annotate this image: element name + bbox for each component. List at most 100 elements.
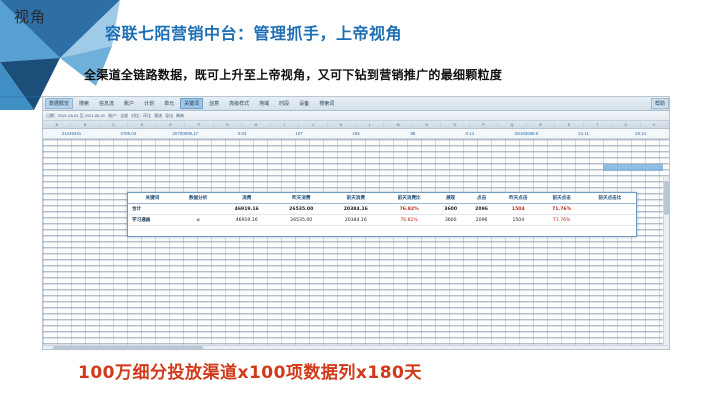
summary-number: 0.04 [237,131,247,136]
column-letter-row: A B C D E F G H I J K L M N O P Q R S T … [43,121,669,129]
menu-item-8[interactable]: 高级样式 [229,101,250,107]
app-toolstrip[interactable]: 日期：2021-05-01 至 2021-05-31 账户：全部 对比：环比 筛… [43,111,669,121]
horizontal-scrollbar[interactable] [43,345,669,349]
column-letter[interactable]: J [299,122,328,127]
grid-selection-band [603,164,663,171]
summary-number: 20700509.17 [172,131,199,136]
col-cost-ratio[interactable]: 前天消费比 [383,193,436,204]
col-impressions[interactable]: 展现 [435,193,467,204]
vertical-scrollbar-thumb[interactable] [664,181,669,215]
column-letter[interactable]: C [100,122,129,127]
cell-pad [583,214,636,226]
summary-number: 0.14 [465,131,475,136]
menu-item-help[interactable]: 帮助 [650,98,669,109]
vertical-scrollbar[interactable] [663,177,669,349]
cell-impressions: 3600 [435,214,467,226]
column-letter[interactable]: H [242,122,271,127]
page-subtitle: 全渠道全链路数据，既可上升至上帝视角，又可下钻到营销推广的最细颗粒度 [84,68,503,82]
menu-item-6[interactable]: 关键词 [180,98,204,109]
col-analysis[interactable]: 数据分析 [176,193,220,204]
menu-item-4[interactable]: 计划 [144,101,155,107]
summary-number: 88 [410,131,416,136]
menu-item-3[interactable]: 账户 [124,101,135,107]
column-letter[interactable]: T [584,122,613,127]
cell-clicks-yesterday: 1504 [497,214,540,226]
cell-cost-ratio: 76.82% [383,214,436,226]
column-letter[interactable]: K [328,122,356,127]
slide-tag: 视角 [14,8,47,26]
menu-item-1[interactable]: 搜索 [79,101,90,107]
toolstrip-item-5[interactable]: 刷新 [176,112,185,118]
col-cost-yesterday[interactable]: 昨天消费 [273,193,329,204]
app-menubar[interactable]: 数据概览 搜索 信息流 账户 计划 单元 关键词 创意 高级样式 地域 时段 设… [43,97,669,111]
column-letter[interactable]: D [128,122,157,127]
menu-item-0[interactable]: 数据概览 [45,98,74,109]
cell-cost-daybefore: 20384.16 [328,203,384,215]
col-clicks-daybefore[interactable]: 前天点击 [539,193,584,204]
app-screenshot: 数据概览 搜索 信息流 账户 计划 单元 关键词 创意 高级样式 地域 时段 设… [42,96,670,350]
column-letter[interactable]: U [612,122,641,127]
col-clicks-ratio[interactable]: 前天点击比 [583,193,636,204]
column-letter[interactable]: F [185,122,214,127]
menu-item-10[interactable]: 时段 [279,101,290,107]
cell-cost-yesterday: 26535.00 [273,214,329,226]
cell-cost-yesterday: 26535.00 [273,203,329,215]
cell-clicks-ratio: 71.76% [539,203,584,215]
col-keyword[interactable]: 关键词 [128,193,177,204]
col-cost-daybefore[interactable]: 前天消费 [328,193,384,204]
summary-number-row: 31245341 2785.03 20700509.17 0.04 107 15… [43,129,669,139]
page-title: 容联七陌营销中台：管理抓手，上帝视角 [105,24,403,43]
toolstrip-item-4[interactable]: 导出 [165,112,174,118]
column-letter[interactable]: E [157,122,186,127]
menu-item-12[interactable]: 搜索词 [319,101,335,107]
column-letter[interactable]: S [555,122,584,127]
toolstrip-item-0[interactable]: 日期：2021-05-01 至 2021-05-31 [46,112,106,118]
menu-item-11[interactable]: 设备 [299,101,310,107]
grid-dense-rows [43,139,669,349]
cell-clicks: 2096 [466,214,498,226]
column-letter[interactable]: P [470,122,499,127]
cell-cost-ratio: 76.82% [383,203,436,215]
row-analysis: ≤ [176,214,220,226]
column-letter[interactable]: V [641,122,669,127]
column-letter[interactable]: A [43,122,72,127]
table-row: 学习通画 ≤ 46919.16 26535.00 20384.16 76.82%… [128,214,636,226]
column-letter[interactable]: O [441,122,470,127]
toolstrip-item-3[interactable]: 筛选 [154,112,163,118]
column-letter[interactable]: M [384,122,413,127]
summary-number: 156 [352,131,360,136]
toolstrip-item-2[interactable]: 对比：环比 [131,112,152,118]
summary-number: 82182668.9 [515,131,539,136]
grid-lines [43,139,669,349]
summary-number: 107 [295,131,303,136]
cell-cost-daybefore: 20384.16 [328,214,384,226]
column-letter[interactable]: L [356,122,385,127]
cell-clicks: 2096 [466,203,498,215]
column-letter[interactable]: G [214,122,243,127]
col-clicks[interactable]: 点击 [466,193,498,204]
summary-number: 2785.03 [120,131,137,136]
data-grid[interactable]: 关键词 数据分析 消费 昨天消费 前天消费 前天消费比 展现 点击 昨天点击 前… [43,139,669,349]
toolstrip-item-1[interactable]: 账户：全部 [108,112,129,118]
column-letter[interactable]: R [527,122,556,127]
col-clicks-yesterday[interactable]: 昨天点击 [497,193,540,204]
summary-number: 18.14 [635,131,647,136]
cell-pad [583,203,636,215]
footer-highlight: 100万细分投放渠道x100项数据列x180天 [78,363,422,383]
row-label: 合计 [128,203,177,215]
menu-item-2[interactable]: 信息流 [99,101,115,107]
column-letter[interactable]: I [271,122,300,127]
column-letter[interactable]: N [413,122,442,127]
col-cost[interactable]: 消费 [219,193,274,204]
menu-item-7[interactable]: 创意 [209,101,220,107]
horizontal-scrollbar-thumb[interactable] [53,346,203,349]
menu-item-9[interactable]: 地域 [259,101,270,107]
cell-impressions: 3600 [435,203,467,215]
column-letter[interactable]: Q [498,122,527,127]
table-row: 合计 46919.16 26535.00 20384.16 76.82% 360… [128,203,636,215]
table-header-row: 关键词 数据分析 消费 昨天消费 前天消费 前天消费比 展现 点击 昨天点击 前… [128,193,636,204]
menu-item-5[interactable]: 单元 [164,101,175,107]
column-letter[interactable]: B [71,122,100,127]
cell-cost: 46919.16 [219,203,274,215]
row-analysis [176,203,220,215]
